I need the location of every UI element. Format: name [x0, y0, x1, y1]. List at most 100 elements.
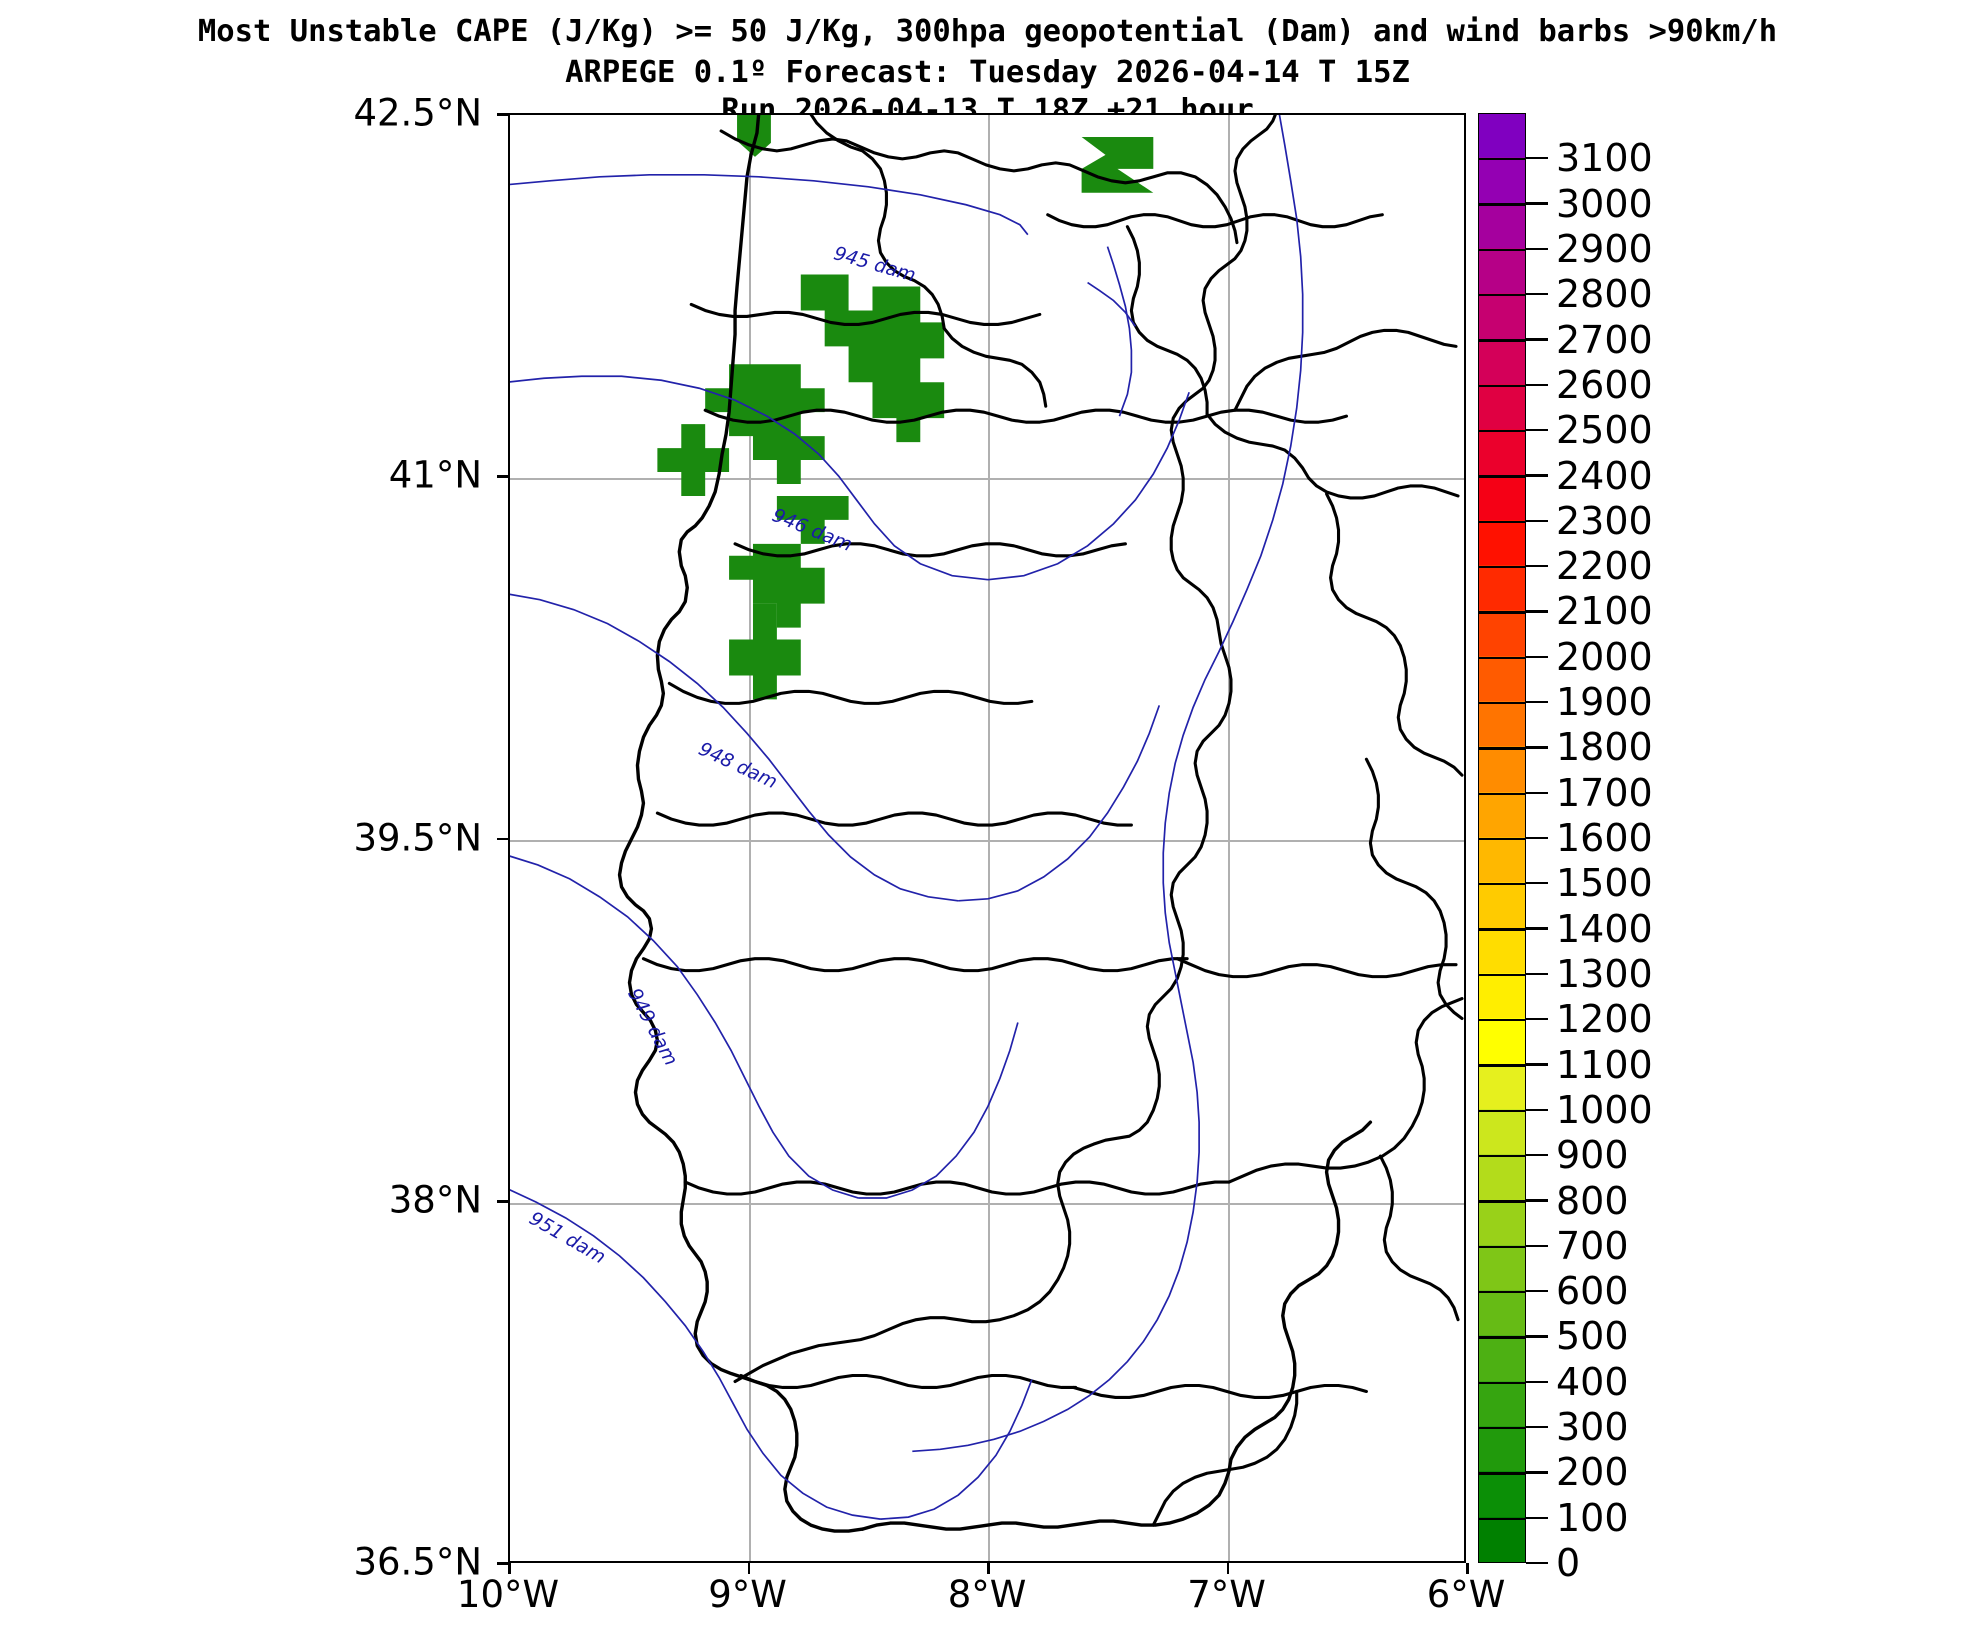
colorbar-tick: [1526, 474, 1548, 477]
x-tick-9w: [747, 1563, 751, 1574]
colorbar-tick: [1526, 1561, 1548, 1565]
geopotential-contour-951-b: [880, 1379, 1033, 1520]
district-border: [1072, 1383, 1368, 1399]
colorbar-tick-label: 2600: [1556, 362, 1653, 407]
portugal-atlantic-coast: [617, 115, 865, 1533]
colorbar-tick: [1526, 1108, 1548, 1112]
colorbar-band: [1479, 114, 1525, 158]
colorbar-band-separator: [1479, 1245, 1525, 1248]
colorbar-tick: [1526, 202, 1548, 205]
colorbar-tick: [1526, 157, 1548, 160]
geopotential-contour-946-b: [987, 391, 1190, 581]
colorbar-tick: [1526, 247, 1548, 251]
district-border: [1125, 225, 1209, 416]
cape-polygon: [729, 543, 825, 628]
geopotential-contour-945: [1106, 246, 1133, 417]
colorbar-band-separator: [1479, 565, 1525, 569]
colorbar-band: [1479, 1153, 1525, 1200]
colorbar-band-separator: [1479, 792, 1525, 795]
colorbar-band: [1479, 881, 1525, 928]
colorbar-tick: [1526, 519, 1548, 522]
cape-polygon: [657, 424, 730, 496]
colorbar-band-separator: [1479, 520, 1525, 523]
y-tick-39-5: [497, 837, 508, 841]
colorbar-band: [1479, 791, 1525, 837]
colorbar-band: [1479, 1334, 1525, 1381]
y-tick-label-42-5: 42.5°N: [353, 91, 482, 135]
colorbar-band: [1479, 745, 1525, 792]
colorbar-tick-label: 100: [1556, 1495, 1629, 1540]
geopotential-contours-group: [510, 115, 1304, 1520]
colorbar-tick: [1526, 610, 1548, 613]
district-border: [809, 115, 946, 330]
colorbar-band-separator: [1479, 973, 1525, 977]
gridline-39-5n: [510, 840, 1464, 843]
district-border: [739, 1373, 1078, 1390]
cape-polygon: [729, 603, 801, 700]
colorbar-band-separator: [1479, 475, 1525, 478]
colorbar-band-separator: [1479, 158, 1525, 161]
colorbar-band: [1479, 1244, 1525, 1291]
map-vector-layer: 945 dam 946 dam 948 dam 949 dam 951 dam: [510, 115, 1464, 1533]
district-border: [655, 811, 1133, 827]
colorbar-tick: [1526, 564, 1548, 568]
y-tick-label-38: 38°N: [388, 1178, 482, 1222]
colorbar-tick-label: 2300: [1556, 498, 1653, 543]
colorbar-band-separator: [1479, 1200, 1525, 1203]
colorbar-band: [1479, 428, 1525, 475]
colorbar[interactable]: [1478, 113, 1526, 1563]
geopotential-contour-945-tail: [1087, 281, 1137, 327]
district-border: [733, 542, 1127, 558]
colorbar-band-separator: [1479, 1517, 1525, 1520]
gridline-7w: [1227, 115, 1230, 1561]
colorbar-band: [1479, 836, 1525, 883]
x-tick-7w: [1226, 1563, 1230, 1574]
title-line-2: ARPEGE 0.1º Forecast: Tuesday 2026-04-14…: [565, 55, 1410, 90]
colorbar-tick: [1526, 338, 1548, 341]
colorbar-band: [1479, 1516, 1525, 1562]
colorbar-band: [1479, 609, 1525, 656]
colorbar-tick-label: 2900: [1556, 226, 1653, 271]
colorbar-tick: [1526, 1516, 1548, 1519]
x-tick-8w: [987, 1563, 990, 1574]
district-border: [1233, 328, 1458, 412]
colorbar-tick: [1526, 1154, 1548, 1157]
district-border: [1227, 997, 1464, 1184]
y-tick-label-39-5: 39.5°N: [353, 816, 482, 860]
geopotential-contour-949: [510, 855, 859, 1199]
colorbar-tick-label: 1900: [1556, 680, 1653, 725]
district-borders-group: [641, 115, 1464, 1527]
cape-polygon: [800, 274, 945, 443]
geopotential-contour-951: [510, 1188, 881, 1520]
geopotential-contour-946: [510, 375, 989, 581]
colorbar-tick-label: 900: [1556, 1133, 1629, 1178]
geopotential-contour-948-b: [958, 705, 1161, 902]
gridline-38n: [510, 1202, 1464, 1205]
colorbar-tick: [1526, 1063, 1548, 1066]
colorbar-tick-label: 400: [1556, 1359, 1629, 1404]
colorbar-band-separator: [1479, 1381, 1525, 1384]
map-plot-area[interactable]: 945 dam 946 dam 948 dam 949 dam 951 dam: [508, 113, 1466, 1563]
contour-label-948: 948 dam: [695, 738, 781, 794]
colorbar-tick-label: 2200: [1556, 544, 1653, 589]
colorbar-band-separator: [1479, 1064, 1525, 1067]
colorbar-band: [1479, 337, 1525, 384]
colorbar-band-separator: [1479, 611, 1525, 614]
colorbar-band-separator: [1479, 1109, 1525, 1113]
geopotential-contour-949-b: [858, 1022, 1019, 1199]
geopotential-contour-east: [912, 115, 1304, 1453]
colorbar-tick: [1526, 836, 1548, 840]
y-tick-36-5: [497, 1562, 508, 1565]
colorbar-tick-label: 2700: [1556, 317, 1653, 362]
district-border: [1364, 757, 1464, 1021]
colorbar-tick-label: 1300: [1556, 951, 1653, 996]
colorbar-band-separator: [1479, 339, 1525, 342]
colorbar-tick: [1526, 293, 1548, 296]
colorbar-tick: [1526, 700, 1548, 704]
geopotential-contour-945: [510, 173, 1029, 236]
colorbar-tick-label: 2400: [1556, 453, 1653, 498]
colorbar-tick: [1526, 383, 1548, 387]
colorbar-tick: [1526, 1335, 1548, 1338]
y-tick-label-36-5: 36.5°N: [353, 1540, 482, 1584]
district-border: [689, 302, 1042, 326]
